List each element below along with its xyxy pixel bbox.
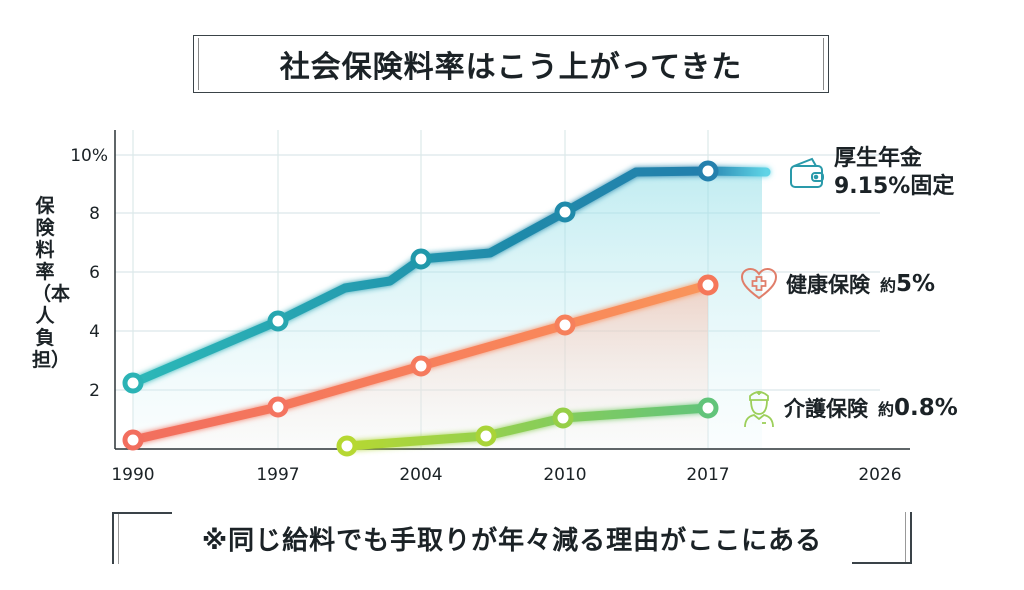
legend-care-prefix: 約 bbox=[878, 400, 895, 419]
care-line bbox=[342, 403, 713, 451]
legend-care-name: 介護保険 bbox=[784, 397, 868, 421]
svg-text:2017: 2017 bbox=[686, 465, 729, 485]
legend-health-prefix: 約 bbox=[880, 276, 897, 295]
svg-text:6: 6 bbox=[89, 263, 100, 283]
legend-pension-name: 厚生年金 bbox=[834, 146, 923, 171]
svg-text:2026: 2026 bbox=[858, 465, 901, 485]
svg-text:10%: 10% bbox=[70, 146, 108, 166]
pension-line bbox=[128, 166, 771, 388]
legend-pension-value: 9.15%固定 bbox=[834, 174, 955, 199]
x-ticks: 1990 1997 2004 2010 2017 2026 bbox=[111, 465, 901, 485]
svg-text:1997: 1997 bbox=[256, 465, 299, 485]
svg-text:8: 8 bbox=[89, 204, 100, 224]
legend-health: 健康保険 約 5% bbox=[740, 267, 935, 301]
heart-plus-icon bbox=[740, 267, 778, 301]
legend-health-name: 健康保険 bbox=[786, 273, 870, 297]
legend-care-value: 0.8% bbox=[894, 395, 958, 421]
nurse-icon bbox=[742, 388, 776, 428]
y-ticks: 10% 8 6 4 2 bbox=[70, 146, 108, 401]
health-markers bbox=[122, 274, 719, 451]
pension-markers bbox=[122, 160, 719, 394]
svg-text:2010: 2010 bbox=[543, 465, 586, 485]
svg-text:1990: 1990 bbox=[111, 465, 154, 485]
care-markers bbox=[336, 397, 719, 457]
footer-note-box: ※同じ給料でも手取りが年々減る理由がここにある bbox=[112, 512, 912, 564]
legend-care: 介護保険 約 0.8% bbox=[742, 388, 958, 428]
chart-title-box: 社会保険料率はこう上がってきた bbox=[193, 35, 829, 93]
legend-health-value: 5% bbox=[896, 271, 936, 297]
svg-text:4: 4 bbox=[89, 322, 100, 342]
svg-text:2004: 2004 bbox=[399, 465, 442, 485]
footer-note: ※同じ給料でも手取りが年々減る理由がここにある bbox=[201, 525, 823, 556]
wallet-icon bbox=[788, 156, 826, 190]
chart-title: 社会保険料率はこう上がってきた bbox=[279, 50, 743, 85]
svg-text:2: 2 bbox=[89, 381, 100, 401]
legend-pension: 厚生年金 9.15%固定 bbox=[788, 145, 954, 201]
